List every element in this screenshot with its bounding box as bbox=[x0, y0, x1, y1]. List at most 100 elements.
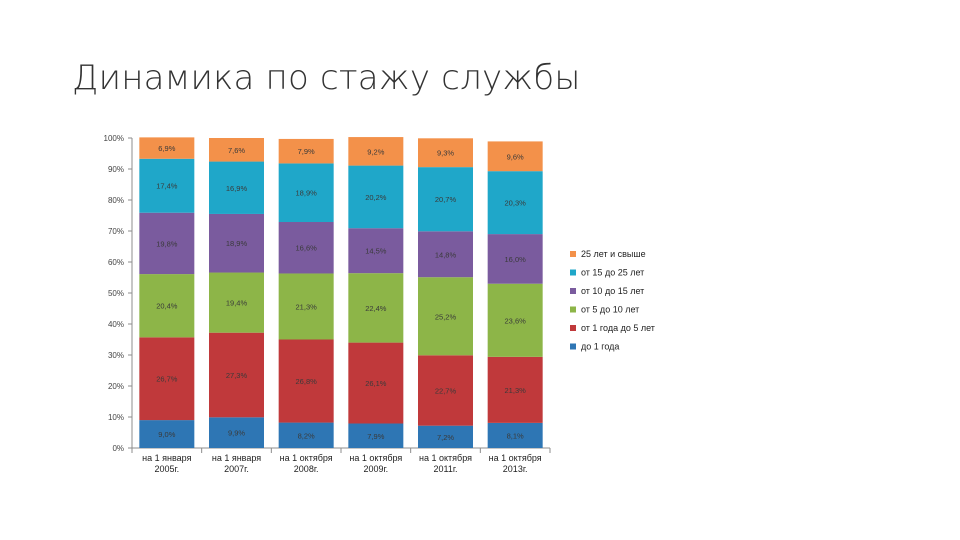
data-label: 26,1% bbox=[365, 379, 387, 388]
bar-segment bbox=[348, 228, 404, 274]
bar-segment bbox=[139, 337, 195, 421]
data-label: 9,3% bbox=[437, 149, 454, 158]
data-label: 18,9% bbox=[226, 239, 248, 248]
x-category-label: на 1 октября bbox=[349, 453, 402, 463]
data-label: 20,4% bbox=[156, 302, 178, 311]
y-tick-label: 100% bbox=[104, 134, 124, 143]
bar-segment bbox=[487, 234, 543, 284]
bar-segment bbox=[278, 138, 334, 164]
data-label: 18,9% bbox=[296, 189, 318, 198]
x-category-label: 2011г. bbox=[433, 464, 457, 474]
x-category-label: 2007г. bbox=[224, 464, 249, 474]
x-category-label: на 1 января bbox=[212, 453, 261, 463]
data-label: 9,9% bbox=[228, 429, 245, 438]
bar-segment bbox=[487, 356, 543, 423]
data-label: 17,4% bbox=[156, 182, 178, 191]
legend-label: от 10 до 15 лет bbox=[581, 286, 644, 296]
data-label: 7,9% bbox=[298, 147, 315, 156]
bar-segment bbox=[418, 231, 473, 278]
y-tick-label: 20% bbox=[108, 382, 124, 391]
data-label: 26,8% bbox=[296, 377, 318, 386]
bar-segment bbox=[348, 342, 404, 424]
y-tick-label: 0% bbox=[112, 444, 124, 453]
bar-segment bbox=[139, 420, 195, 448]
bar-segment bbox=[209, 417, 264, 448]
legend-label: от 15 до 25 лет bbox=[581, 268, 644, 278]
bar-segment bbox=[487, 171, 543, 235]
data-label: 21,3% bbox=[296, 302, 318, 311]
bar-segment bbox=[418, 425, 473, 448]
data-label: 27,3% bbox=[226, 371, 248, 380]
legend-swatch bbox=[570, 306, 576, 313]
data-label: 8,1% bbox=[507, 431, 524, 440]
x-category-label: на 1 октября bbox=[489, 453, 542, 463]
bar-segment bbox=[209, 272, 264, 333]
bar-segment bbox=[487, 422, 543, 448]
legend-label: от 1 года до 5 лет bbox=[581, 323, 655, 333]
bar-segment bbox=[209, 332, 264, 418]
data-label: 7,2% bbox=[437, 433, 454, 442]
y-tick-label: 80% bbox=[108, 196, 124, 205]
bar-segment bbox=[348, 423, 404, 448]
x-category-label: на 1 января bbox=[142, 453, 191, 463]
bar-segment bbox=[487, 283, 543, 357]
bar-segment bbox=[278, 163, 334, 223]
bar-segment bbox=[487, 141, 543, 172]
x-category-label: на 1 октября bbox=[419, 453, 472, 463]
x-category-label: 2005г. bbox=[154, 464, 179, 474]
data-label: 16,6% bbox=[296, 244, 318, 253]
bar-segment bbox=[348, 165, 404, 229]
bar-segment bbox=[278, 273, 334, 340]
stacked-bar-chart: 0% 10% 20% 30% 40% 50% 60% 70% 80% 90% 100% 9,0% 26,… bbox=[104, 134, 655, 474]
legend-swatch bbox=[570, 325, 576, 331]
bar-segment bbox=[209, 213, 264, 273]
data-label: 22,4% bbox=[365, 304, 387, 313]
slide-title: Динамика по стажу службы bbox=[72, 58, 581, 98]
legend-label: 25 лет и свыше bbox=[581, 249, 646, 259]
x-category-label: на 1 октября bbox=[280, 453, 333, 463]
bar-segment bbox=[278, 339, 334, 423]
y-tick-label: 50% bbox=[108, 289, 124, 298]
bar-segment bbox=[139, 274, 195, 338]
data-label: 9,6% bbox=[507, 152, 524, 161]
legend-label: до 1 года bbox=[581, 342, 619, 352]
bar-segment bbox=[278, 422, 334, 448]
bar-segment bbox=[139, 212, 195, 275]
data-label: 19,4% bbox=[226, 299, 248, 308]
data-label: 25,2% bbox=[435, 312, 457, 321]
data-label: 6,9% bbox=[158, 144, 175, 153]
x-category-label: 2009г. bbox=[363, 464, 388, 474]
legend-swatch bbox=[570, 288, 576, 294]
x-category-label: 2013г. bbox=[503, 464, 528, 474]
bar-segment bbox=[418, 138, 473, 168]
y-tick-label: 30% bbox=[108, 351, 124, 360]
y-tick-label: 60% bbox=[108, 258, 124, 267]
bar-segment bbox=[139, 137, 195, 159]
data-label: 23,6% bbox=[505, 316, 527, 325]
bar-segment bbox=[348, 137, 404, 166]
data-label: 9,2% bbox=[367, 147, 384, 156]
data-label: 19,8% bbox=[156, 239, 178, 248]
bar-segment bbox=[209, 161, 264, 214]
bar-segment bbox=[139, 158, 195, 213]
data-label: 9,0% bbox=[158, 430, 175, 439]
bar-segment bbox=[348, 273, 404, 343]
data-label: 20,3% bbox=[505, 199, 527, 208]
legend-label: от 5 до 10 лет bbox=[581, 305, 639, 315]
data-label: 16,0% bbox=[505, 255, 527, 264]
data-label: 7,6% bbox=[228, 146, 245, 155]
y-tick-label: 90% bbox=[108, 165, 124, 174]
y-tick-label: 40% bbox=[108, 320, 124, 329]
data-label: 20,2% bbox=[365, 193, 387, 202]
data-label: 26,7% bbox=[156, 375, 178, 384]
data-label: 14,8% bbox=[435, 250, 457, 259]
data-label: 14,5% bbox=[365, 247, 387, 256]
data-label: 22,7% bbox=[435, 386, 457, 395]
bar-segment bbox=[418, 355, 473, 426]
data-label: 8,2% bbox=[298, 431, 315, 440]
bar-segment bbox=[418, 277, 473, 356]
data-label: 7,9% bbox=[367, 432, 384, 441]
legend-swatch bbox=[570, 251, 576, 257]
legend-swatch bbox=[570, 269, 576, 276]
data-label: 20,7% bbox=[435, 195, 457, 204]
